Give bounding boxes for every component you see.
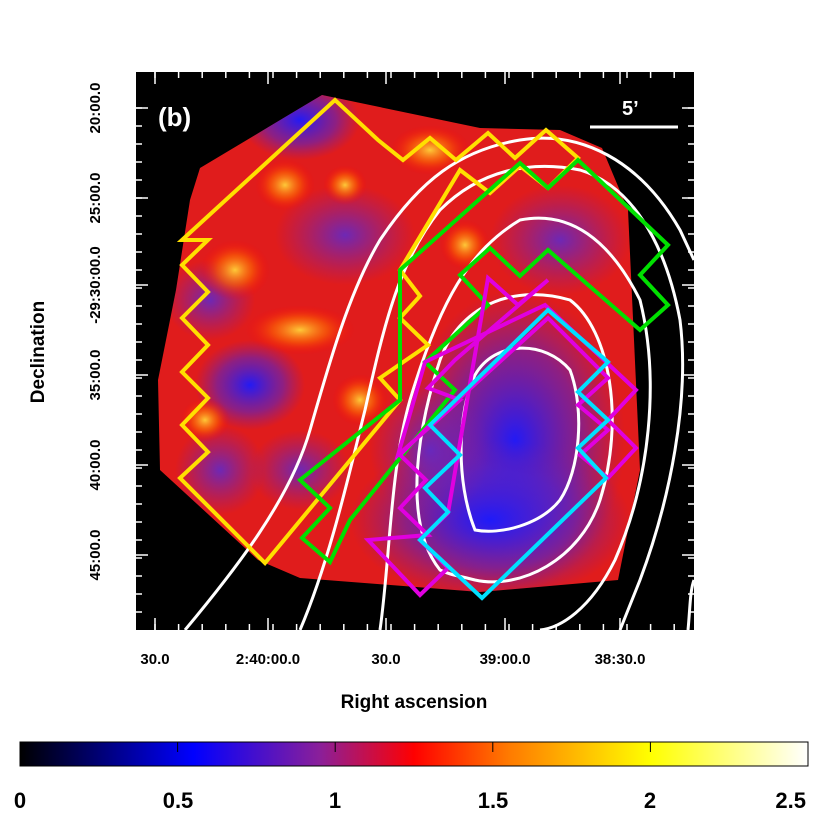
region-yellow [176,97,581,566]
colorbar-tick-label: 2 [644,788,656,813]
colorbar: 0 0.5 1 1.5 2 2.5 [14,741,809,813]
y-tick-label: 40:00.0 [87,440,104,491]
y-axis-title: Declination [28,301,49,403]
intensity-map: (b) 5’ [136,72,694,630]
contour-5 [183,136,694,630]
x-tick-label: 30.0 [371,651,400,668]
x-axis-title: Right ascension [341,692,488,713]
contour-6 [686,579,694,630]
y-tick-label: 20:00.0 [87,83,104,134]
colorbar-tick-label: 1.5 [478,788,509,813]
colorbar-tick-label: 1 [329,788,341,813]
x-tick-label: 38:30.0 [595,651,646,668]
colorbar-tick-label: 0.5 [163,788,194,813]
y-axis: 20:00.0 25:00.0 -29:30:00.0 35:00.0 40:0… [28,83,104,581]
region-green [296,157,671,566]
y-tick-label: -29:30:00.0 [87,246,104,324]
y-tick-label: 35:00.0 [87,350,104,401]
y-tick-label: 45:00.0 [87,530,104,581]
region-magenta [363,274,639,598]
x-axis: 30.0 2:40:00.0 30.0 39:00.0 38:30.0 Righ… [140,651,645,713]
frame-ticks [136,72,694,630]
x-tick-label: 2:40:00.0 [236,651,300,668]
x-tick-label: 39:00.0 [480,651,531,668]
colorbar-tick-label: 0 [14,788,26,813]
colorbar-tick-label: 2.5 [775,788,806,813]
colorbar-ticks [19,742,809,752]
x-tick-label: 30.0 [140,651,169,668]
contour-2 [415,293,614,584]
scale-bar-label: 5’ [622,98,639,120]
colorbar-gradient [19,741,809,767]
panel-label: (b) [158,102,191,132]
region-cyan [417,307,611,601]
y-tick-label: 25:00.0 [87,173,104,224]
